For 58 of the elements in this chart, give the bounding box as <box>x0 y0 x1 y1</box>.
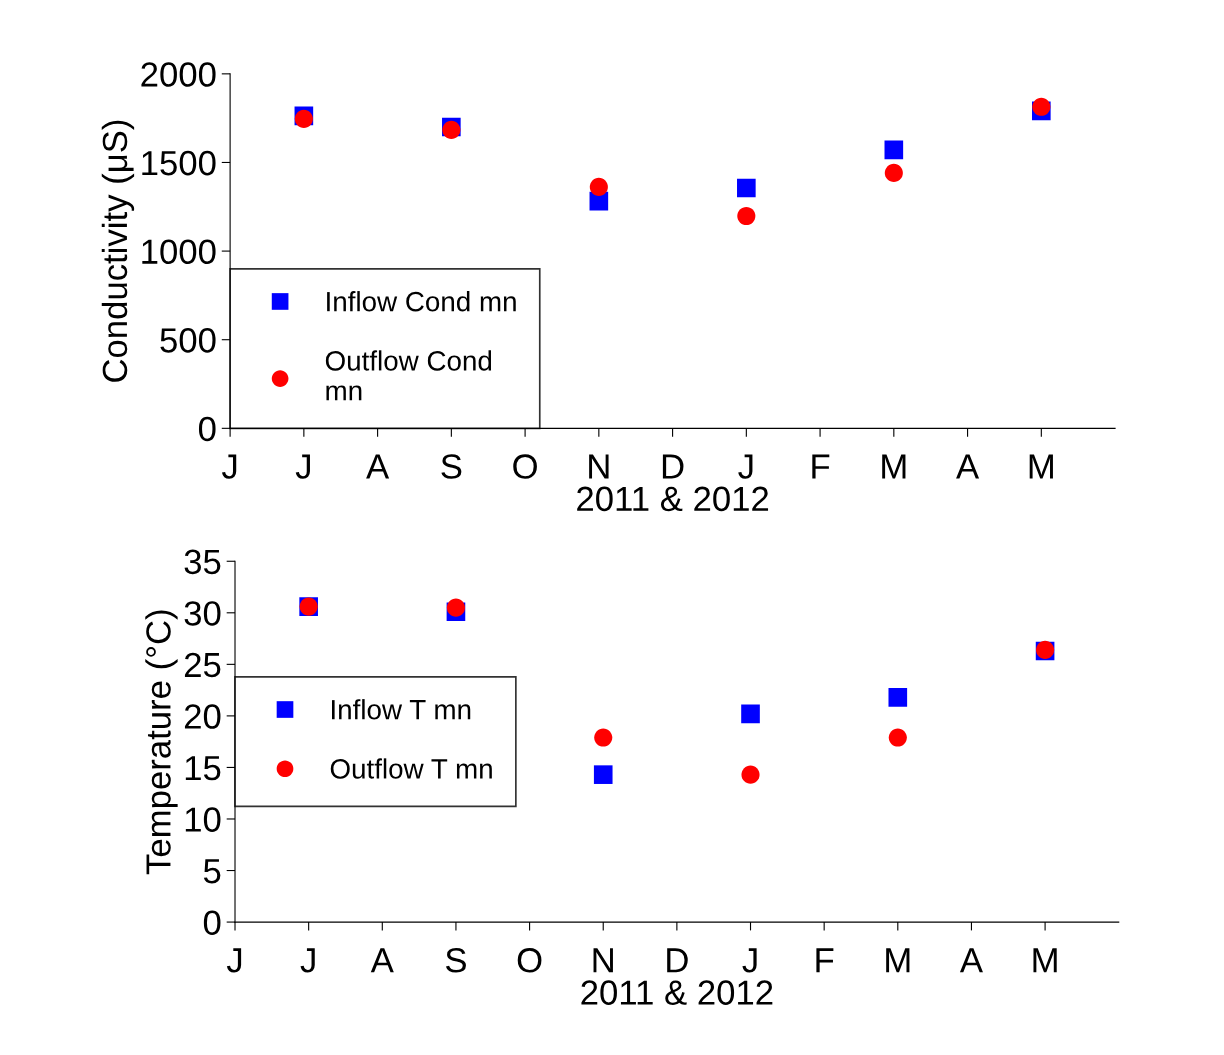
y-tick-label: 30 <box>184 601 221 626</box>
point <box>594 728 613 747</box>
legend-label: Inflow Cond mn <box>327 291 516 312</box>
point <box>884 163 903 182</box>
y-tick-label: 1500 <box>142 150 216 176</box>
y-axis-title: Temperature (°C) <box>145 610 178 875</box>
legend-label: Inflow T mn <box>332 699 471 720</box>
point <box>737 178 756 198</box>
x-tick-label: J <box>226 948 242 973</box>
x-tick-label: J <box>742 948 757 973</box>
x-tick-label: F <box>816 948 834 973</box>
x-tick-label: O <box>517 947 542 973</box>
legend-label: Outflow Cond mn <box>325 350 492 401</box>
point <box>741 765 760 784</box>
x-tick-label: F <box>812 454 830 479</box>
y-axis-title: Conductivity (μS) <box>101 120 135 382</box>
x-tick-label: N <box>589 454 609 479</box>
x-tick-label: M <box>1033 948 1057 973</box>
y-tick-label: 2000 <box>141 62 216 87</box>
y-tick-label: 15 <box>185 756 221 781</box>
point <box>1032 97 1051 116</box>
x-tick-label: J <box>738 454 753 479</box>
point <box>884 140 904 160</box>
x-tick-label: S <box>441 454 462 479</box>
y-tick-label: 35 <box>184 549 221 575</box>
point <box>888 728 907 747</box>
y-tick-label: 5 <box>203 859 221 884</box>
point <box>446 598 465 617</box>
x-tick-label: O <box>513 454 537 479</box>
x-tick-label: D <box>667 948 688 973</box>
x-tick-label: N <box>593 948 613 973</box>
point <box>737 206 756 226</box>
point <box>593 765 613 784</box>
x-axis-title: 2011 & 2012 <box>577 486 769 512</box>
point <box>589 177 608 196</box>
x-tick-label: J <box>221 454 237 479</box>
x-tick-label: M <box>1029 454 1053 479</box>
x-tick-label: A <box>956 454 980 479</box>
y-tick-label: 0 <box>198 416 216 442</box>
x-tick-label: A <box>370 948 394 973</box>
point <box>741 704 760 724</box>
y-tick-label: 25 <box>184 652 221 678</box>
x-tick-label: M <box>886 948 910 973</box>
x-tick-label: J <box>295 454 310 479</box>
y-tick-label: 1000 <box>142 239 216 265</box>
y-tick-label: 500 <box>160 328 216 353</box>
legend-label: Outflow T mn <box>330 758 492 779</box>
x-axis-title: 2011 & 2012 <box>581 980 773 1005</box>
x-tick-label: A <box>959 948 983 973</box>
y-tick-label: 0 <box>203 910 221 935</box>
y-tick-label: 10 <box>185 807 221 832</box>
y-tick-label: 20 <box>184 704 221 729</box>
point <box>888 688 908 707</box>
x-tick-label: S <box>445 947 466 973</box>
x-tick-label: M <box>882 454 906 479</box>
x-tick-label: A <box>366 454 390 479</box>
x-tick-label: D <box>662 454 684 479</box>
x-tick-label: J <box>300 948 315 973</box>
